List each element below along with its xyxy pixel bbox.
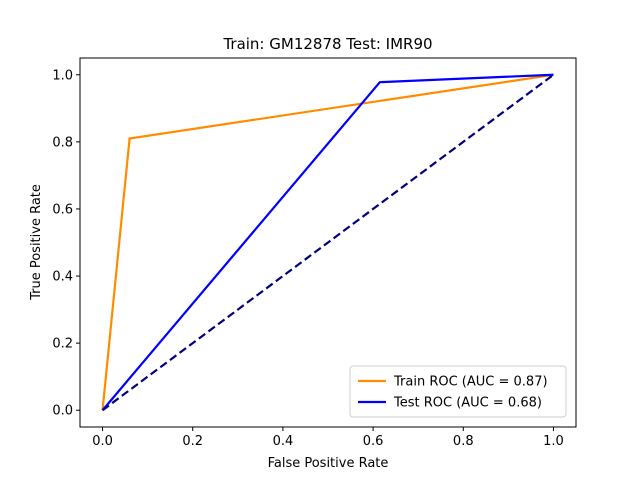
y-tick-label: 0.8 [52,135,73,150]
legend-label: Test ROC (AUC = 0.68) [393,396,542,411]
x-tick-label: 0.6 [363,434,384,449]
x-tick-label: 0.2 [182,434,203,449]
y-tick-label: 0.2 [52,337,73,352]
y-tick-label: 0.6 [52,202,73,217]
y-tick-label: 0.0 [52,404,73,419]
y-tick-label: 1.0 [52,68,73,83]
legend-box [349,365,567,418]
axis-ticks: 0.0 0.2 0.4 0.6 0.8 1.0 0.0 0.2 0.4 0.6 0.8 1.0 [52,68,563,449]
series-line-chance-diagonal [101,73,555,412]
legend: Train ROC (AUC = 0.87) Test ROC (AUC = 0.… [349,365,567,418]
y-axis-label: True Positive Rate [29,184,44,301]
plot-frame [79,57,577,428]
x-tick-label: 0.4 [273,434,294,449]
x-tick-label: 0.8 [453,434,474,449]
legend-label: Train ROC (AUC = 0.87) [393,375,548,390]
series-line-train-roc [101,73,554,411]
chart-title: Train: GM12878 Test: IMR90 [222,35,432,53]
y-tick-label: 0.4 [52,270,73,285]
x-axis-label: False Positive Rate [268,456,389,471]
series-line-test-roc [101,73,554,411]
x-tick-label: 0.0 [92,434,113,449]
x-tick-label: 1.0 [543,434,564,449]
plot-area [101,73,555,412]
